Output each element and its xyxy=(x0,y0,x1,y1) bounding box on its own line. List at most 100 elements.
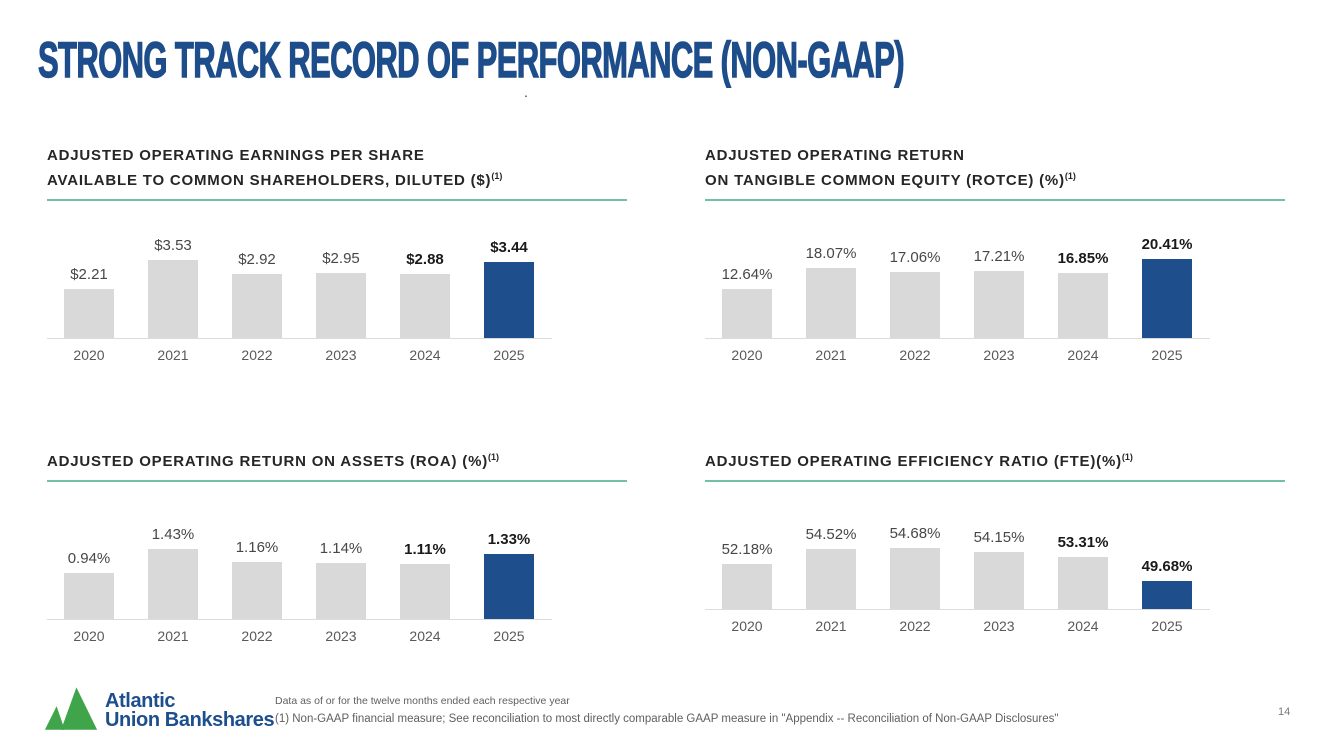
bar xyxy=(484,262,534,338)
x-axis-line xyxy=(47,338,552,339)
logo-mountain-icon xyxy=(44,687,98,730)
bar xyxy=(806,268,856,338)
bar xyxy=(400,274,450,338)
x-axis-labels: 2020 2021 2022 2023 2024 2025 xyxy=(47,347,552,363)
bar-value-label: 16.85% xyxy=(1057,250,1109,267)
chart-title-line: AVAILABLE TO COMMON SHAREHOLDERS, DILUTE… xyxy=(47,171,503,189)
teal-underline xyxy=(705,480,1285,482)
bar-group: $2.95 xyxy=(299,210,383,338)
year-label: 2020 xyxy=(731,347,763,363)
bar-value-label: $3.53 xyxy=(154,237,192,254)
bar-group: 49.68% xyxy=(1125,491,1209,609)
bar xyxy=(1058,557,1108,609)
bar-group: $2.92 xyxy=(215,210,299,338)
bar-value-label: 18.07% xyxy=(805,245,857,262)
bar-value-label: 1.43% xyxy=(151,526,195,543)
year-label: 2020 xyxy=(73,628,105,644)
chart-title-line: ADJUSTED OPERATING RETURN ON ASSETS (ROA… xyxy=(47,452,500,470)
bar-group: 52.18% xyxy=(705,491,789,609)
bar-value-label: 17.21% xyxy=(973,248,1025,265)
year-label: 2025 xyxy=(1151,347,1183,363)
bar-group: 1.43% xyxy=(131,491,215,619)
footnote-data-period: Data as of or for the twelve months ende… xyxy=(275,695,570,707)
chart-rotce: ADJUSTED OPERATING RETURN ON TANGIBLE COM… xyxy=(705,145,1285,363)
bar xyxy=(316,563,366,619)
bar xyxy=(974,271,1024,338)
bar-value-label: $2.95 xyxy=(322,250,360,267)
bar-value-label: 0.94% xyxy=(67,550,111,567)
bar xyxy=(316,273,366,338)
year-label: 2022 xyxy=(241,347,273,363)
stray-dot: . xyxy=(524,84,528,100)
bar-value-label: 12.64% xyxy=(721,266,773,283)
bar-group: 1.11% xyxy=(383,491,467,619)
bar-group: 18.07% xyxy=(789,210,873,338)
bar-value-label: 1.33% xyxy=(487,531,531,548)
teal-underline xyxy=(47,480,627,482)
bar-group: 17.21% xyxy=(957,210,1041,338)
year-label: 2022 xyxy=(899,618,931,634)
bar xyxy=(1142,259,1192,338)
page-number: 14 xyxy=(1278,706,1291,718)
x-axis-line xyxy=(47,619,552,620)
teal-underline xyxy=(705,199,1285,201)
year-label: 2024 xyxy=(1067,347,1099,363)
bar-value-label: $2.92 xyxy=(238,251,276,268)
bar-group: 1.16% xyxy=(215,491,299,619)
bar xyxy=(1058,273,1108,338)
bar-group: 54.68% xyxy=(873,491,957,609)
year-label: 2022 xyxy=(899,347,931,363)
bar-value-label: 54.15% xyxy=(973,529,1025,546)
year-label: 2023 xyxy=(325,347,357,363)
footnote-marker: (1) xyxy=(488,452,500,462)
footnote-non-gaap: (1) Non-GAAP financial measure; See reco… xyxy=(275,713,1059,725)
bar-group: 1.14% xyxy=(299,491,383,619)
bar xyxy=(722,289,772,338)
bar-group: 12.64% xyxy=(705,210,789,338)
footnotes: Data as of or for the twelve months ende… xyxy=(275,694,1059,727)
x-axis-line xyxy=(705,338,1210,339)
bar xyxy=(64,289,114,338)
year-label: 2021 xyxy=(157,347,189,363)
bar-value-label: 52.18% xyxy=(721,541,773,558)
bar xyxy=(890,548,940,609)
year-label: 2023 xyxy=(983,347,1015,363)
bar-plot: 12.64% 18.07% 17.06% 17.21% 16.85% 20.41% xyxy=(705,210,1210,338)
bar-value-label: $2.21 xyxy=(70,266,108,283)
company-logo: Atlantic Union Bankshares xyxy=(44,686,275,732)
year-label: 2023 xyxy=(325,628,357,644)
year-label: 2025 xyxy=(1151,618,1183,634)
bar xyxy=(232,562,282,619)
chart-title: ADJUSTED OPERATING EFFICIENCY RATIO (FTE… xyxy=(705,447,1285,472)
year-label: 2022 xyxy=(241,628,273,644)
year-label: 2024 xyxy=(409,347,441,363)
bar xyxy=(400,564,450,619)
bar-value-label: $2.88 xyxy=(406,251,444,268)
slide-title: STRONG TRACK RECORD OF PERFORMANCE (NON-… xyxy=(38,32,905,88)
year-label: 2021 xyxy=(815,618,847,634)
bar-plot: 0.94% 1.43% 1.16% 1.14% 1.11% 1.33% xyxy=(47,491,552,619)
year-label: 2023 xyxy=(983,618,1015,634)
bar-value-label: 49.68% xyxy=(1141,558,1193,575)
bar xyxy=(484,554,534,619)
bar-group: $2.88 xyxy=(383,210,467,338)
bar-value-label: 1.16% xyxy=(235,539,279,556)
bar xyxy=(148,549,198,619)
bar-value-label: $3.44 xyxy=(490,239,528,256)
bar-group: 1.33% xyxy=(467,491,551,619)
chart-efficiency: ADJUSTED OPERATING EFFICIENCY RATIO (FTE… xyxy=(705,447,1285,634)
chart-title-line: ADJUSTED OPERATING RETURN xyxy=(705,147,965,164)
bar-group: 20.41% xyxy=(1125,210,1209,338)
logo-line-2: Union Bankshares xyxy=(105,709,275,731)
x-axis-line xyxy=(705,609,1210,610)
bar-group: 16.85% xyxy=(1041,210,1125,338)
bar xyxy=(806,549,856,609)
bar-group: 17.06% xyxy=(873,210,957,338)
chart-eps: ADJUSTED OPERATING EARNINGS PER SHARE AVA… xyxy=(47,145,627,363)
bar-value-label: 20.41% xyxy=(1141,236,1193,253)
bar xyxy=(890,272,940,338)
year-label: 2020 xyxy=(731,618,763,634)
footnote-marker: (1) xyxy=(1064,171,1076,181)
chart-roa: ADJUSTED OPERATING RETURN ON ASSETS (ROA… xyxy=(47,447,627,644)
